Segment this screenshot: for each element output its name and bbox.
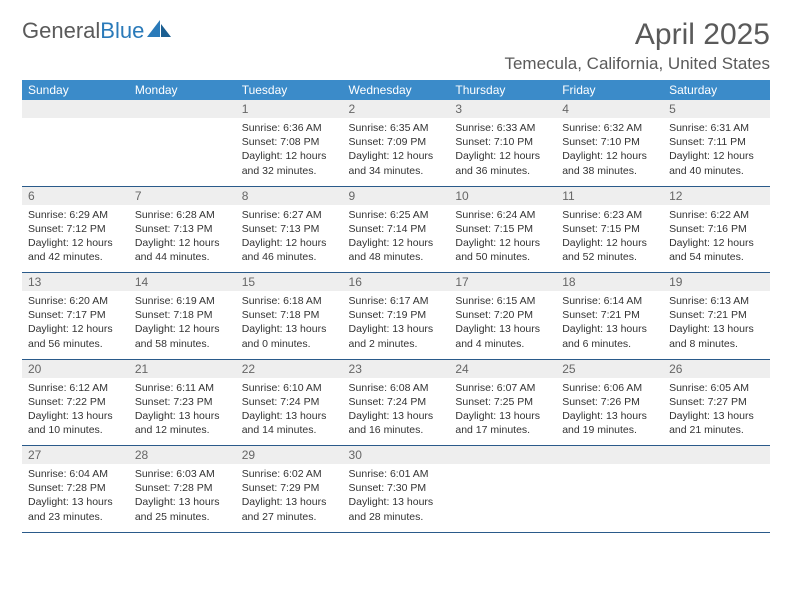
- day-cell: Sunrise: 6:14 AM Sunset: 7:21 PM Dayligh…: [556, 291, 663, 359]
- day-cell: [129, 118, 236, 186]
- day-cell: Sunrise: 6:12 AM Sunset: 7:22 PM Dayligh…: [22, 378, 129, 446]
- calendar-body: 12345Sunrise: 6:36 AM Sunset: 7:08 PM Da…: [22, 100, 770, 532]
- day-number: 26: [663, 359, 770, 378]
- day-body-row: Sunrise: 6:12 AM Sunset: 7:22 PM Dayligh…: [22, 378, 770, 446]
- day-cell: Sunrise: 6:24 AM Sunset: 7:15 PM Dayligh…: [449, 205, 556, 273]
- day-number-row: 12345: [22, 100, 770, 118]
- day-cell: [663, 464, 770, 532]
- logo: GeneralBlue: [22, 18, 173, 44]
- day-number: 18: [556, 273, 663, 292]
- logo-text-gray: General: [22, 18, 100, 44]
- day-number-row: 13141516171819: [22, 273, 770, 292]
- day-number: 14: [129, 273, 236, 292]
- day-cell: Sunrise: 6:28 AM Sunset: 7:13 PM Dayligh…: [129, 205, 236, 273]
- day-cell: Sunrise: 6:36 AM Sunset: 7:08 PM Dayligh…: [236, 118, 343, 186]
- day-number: 27: [22, 446, 129, 465]
- day-header: Monday: [129, 80, 236, 100]
- day-cell: Sunrise: 6:18 AM Sunset: 7:18 PM Dayligh…: [236, 291, 343, 359]
- logo-text-blue: Blue: [100, 18, 144, 44]
- day-number: 21: [129, 359, 236, 378]
- day-header: Sunday: [22, 80, 129, 100]
- day-number: [663, 446, 770, 465]
- day-number: 19: [663, 273, 770, 292]
- day-cell: Sunrise: 6:22 AM Sunset: 7:16 PM Dayligh…: [663, 205, 770, 273]
- day-number: 28: [129, 446, 236, 465]
- day-number: 29: [236, 446, 343, 465]
- day-cell: Sunrise: 6:03 AM Sunset: 7:28 PM Dayligh…: [129, 464, 236, 532]
- day-number: 12: [663, 186, 770, 205]
- month-title: April 2025: [504, 18, 770, 52]
- day-number: 13: [22, 273, 129, 292]
- day-number-row: 6789101112: [22, 186, 770, 205]
- location: Temecula, California, United States: [504, 54, 770, 74]
- day-header-row: Sunday Monday Tuesday Wednesday Thursday…: [22, 80, 770, 100]
- day-cell: Sunrise: 6:32 AM Sunset: 7:10 PM Dayligh…: [556, 118, 663, 186]
- day-header: Friday: [556, 80, 663, 100]
- day-number: [556, 446, 663, 465]
- day-number: 3: [449, 100, 556, 118]
- day-cell: Sunrise: 6:20 AM Sunset: 7:17 PM Dayligh…: [22, 291, 129, 359]
- day-cell: Sunrise: 6:07 AM Sunset: 7:25 PM Dayligh…: [449, 378, 556, 446]
- day-cell: [556, 464, 663, 532]
- day-cell: Sunrise: 6:17 AM Sunset: 7:19 PM Dayligh…: [343, 291, 450, 359]
- day-cell: Sunrise: 6:35 AM Sunset: 7:09 PM Dayligh…: [343, 118, 450, 186]
- day-number: 16: [343, 273, 450, 292]
- day-cell: Sunrise: 6:19 AM Sunset: 7:18 PM Dayligh…: [129, 291, 236, 359]
- day-number: [129, 100, 236, 118]
- day-cell: Sunrise: 6:05 AM Sunset: 7:27 PM Dayligh…: [663, 378, 770, 446]
- day-cell: Sunrise: 6:27 AM Sunset: 7:13 PM Dayligh…: [236, 205, 343, 273]
- day-number: 25: [556, 359, 663, 378]
- day-number: 23: [343, 359, 450, 378]
- day-number-row: 27282930: [22, 446, 770, 465]
- day-number: 10: [449, 186, 556, 205]
- day-number-row: 20212223242526: [22, 359, 770, 378]
- day-cell: Sunrise: 6:29 AM Sunset: 7:12 PM Dayligh…: [22, 205, 129, 273]
- day-number: 4: [556, 100, 663, 118]
- day-number: 5: [663, 100, 770, 118]
- day-body-row: Sunrise: 6:29 AM Sunset: 7:12 PM Dayligh…: [22, 205, 770, 273]
- day-cell: Sunrise: 6:25 AM Sunset: 7:14 PM Dayligh…: [343, 205, 450, 273]
- day-body-row: Sunrise: 6:20 AM Sunset: 7:17 PM Dayligh…: [22, 291, 770, 359]
- day-cell: [22, 118, 129, 186]
- day-number: 8: [236, 186, 343, 205]
- day-header: Tuesday: [236, 80, 343, 100]
- day-number: 30: [343, 446, 450, 465]
- day-number: 24: [449, 359, 556, 378]
- day-cell: Sunrise: 6:23 AM Sunset: 7:15 PM Dayligh…: [556, 205, 663, 273]
- day-cell: Sunrise: 6:13 AM Sunset: 7:21 PM Dayligh…: [663, 291, 770, 359]
- day-number: 2: [343, 100, 450, 118]
- logo-sail-icon: [147, 18, 173, 44]
- day-cell: Sunrise: 6:02 AM Sunset: 7:29 PM Dayligh…: [236, 464, 343, 532]
- day-cell: Sunrise: 6:11 AM Sunset: 7:23 PM Dayligh…: [129, 378, 236, 446]
- title-block: April 2025 Temecula, California, United …: [504, 18, 770, 74]
- header: GeneralBlue April 2025 Temecula, Califor…: [22, 18, 770, 74]
- day-number: 6: [22, 186, 129, 205]
- day-body-row: Sunrise: 6:04 AM Sunset: 7:28 PM Dayligh…: [22, 464, 770, 532]
- day-cell: Sunrise: 6:06 AM Sunset: 7:26 PM Dayligh…: [556, 378, 663, 446]
- day-number: 11: [556, 186, 663, 205]
- day-header: Thursday: [449, 80, 556, 100]
- day-number: 1: [236, 100, 343, 118]
- day-cell: Sunrise: 6:10 AM Sunset: 7:24 PM Dayligh…: [236, 378, 343, 446]
- day-cell: Sunrise: 6:31 AM Sunset: 7:11 PM Dayligh…: [663, 118, 770, 186]
- day-cell: Sunrise: 6:01 AM Sunset: 7:30 PM Dayligh…: [343, 464, 450, 532]
- day-header: Saturday: [663, 80, 770, 100]
- day-number: 22: [236, 359, 343, 378]
- day-number: 20: [22, 359, 129, 378]
- day-number: 9: [343, 186, 450, 205]
- day-cell: [449, 464, 556, 532]
- day-number: 17: [449, 273, 556, 292]
- day-number: [22, 100, 129, 118]
- day-body-row: Sunrise: 6:36 AM Sunset: 7:08 PM Dayligh…: [22, 118, 770, 186]
- calendar-table: Sunday Monday Tuesday Wednesday Thursday…: [22, 80, 770, 533]
- day-number: [449, 446, 556, 465]
- day-cell: Sunrise: 6:04 AM Sunset: 7:28 PM Dayligh…: [22, 464, 129, 532]
- day-header: Wednesday: [343, 80, 450, 100]
- day-cell: Sunrise: 6:08 AM Sunset: 7:24 PM Dayligh…: [343, 378, 450, 446]
- day-cell: Sunrise: 6:15 AM Sunset: 7:20 PM Dayligh…: [449, 291, 556, 359]
- day-cell: Sunrise: 6:33 AM Sunset: 7:10 PM Dayligh…: [449, 118, 556, 186]
- day-number: 7: [129, 186, 236, 205]
- day-number: 15: [236, 273, 343, 292]
